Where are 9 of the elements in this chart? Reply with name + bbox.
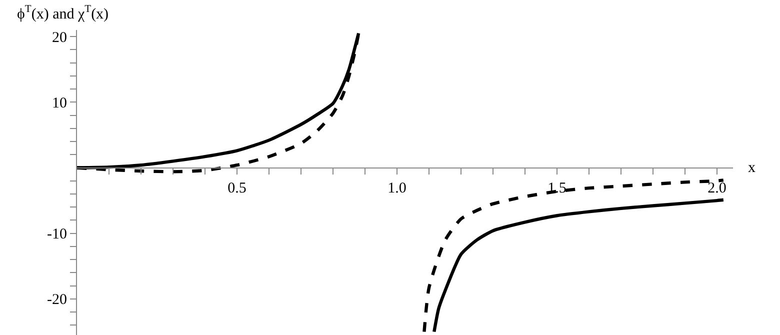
x-axis-title: x xyxy=(748,160,756,176)
x-tick-label: 1.0 xyxy=(388,180,406,197)
y-tick-label: -10 xyxy=(47,226,67,243)
y-axis-title: ϕ$^{T}$(x) and χ$^{T}$(x) xyxy=(17,4,109,22)
x-tick-label: 0.5 xyxy=(228,180,246,197)
y-tick-label: 10 xyxy=(52,95,67,112)
y-tick-label: 20 xyxy=(52,30,67,46)
x-tick-label: 2.0 xyxy=(708,180,726,197)
y-tick-label: -20 xyxy=(47,292,67,308)
